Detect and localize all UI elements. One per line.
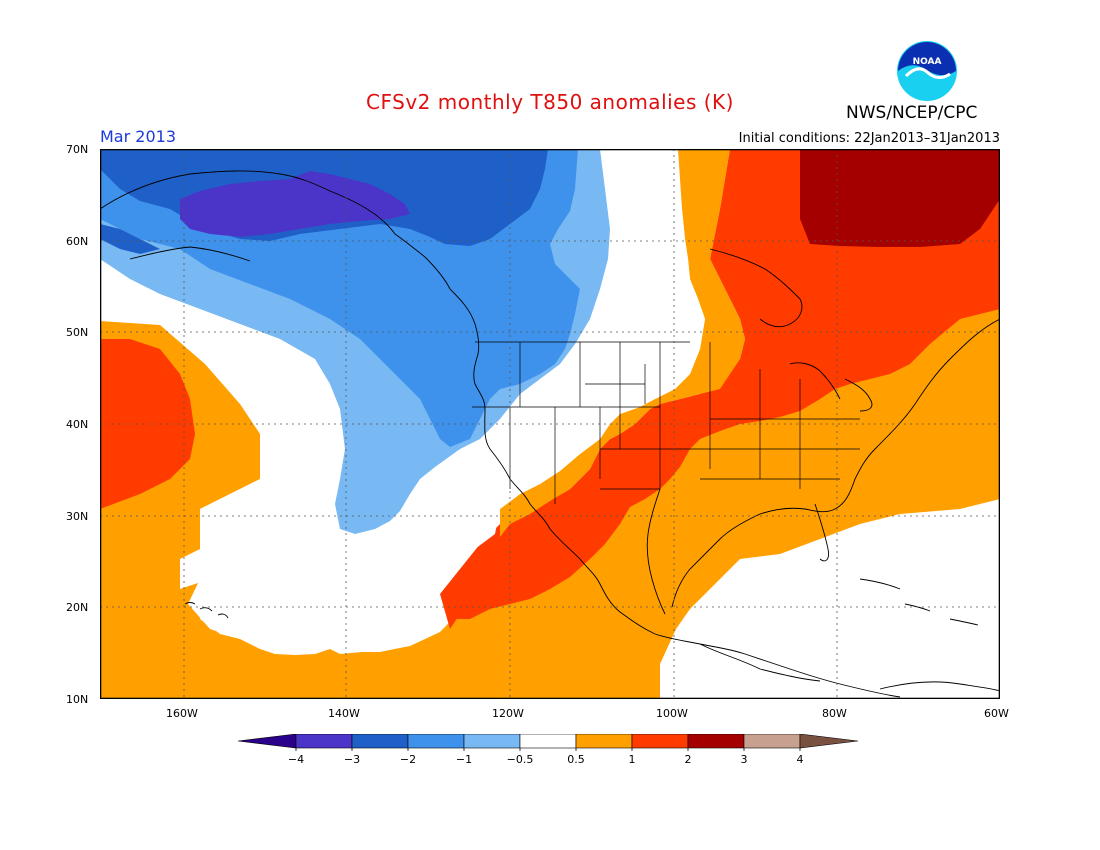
lat-label-20n: 20N (66, 601, 89, 614)
map-frame (100, 149, 1000, 699)
lat-label-40n: 40N (66, 418, 89, 431)
lat-label-70n: 70N (66, 143, 89, 156)
colorbar-label: 1 (629, 753, 636, 766)
colorbar-label: −2 (400, 753, 416, 766)
colorbar-arrow-right (799, 734, 859, 749)
lon-label-80w: 80W (822, 707, 847, 720)
anomaly-map (100, 149, 1000, 699)
colorbar-cell (351, 734, 409, 749)
colorbar-label: −4 (288, 753, 304, 766)
colorbar-cell (687, 734, 745, 749)
colorbar-cell (407, 734, 465, 749)
colorbar-cell (631, 734, 689, 749)
svg-text:NOAA: NOAA (913, 57, 942, 67)
lat-label-50n: 50N (66, 326, 89, 339)
colorbar-cell (575, 734, 633, 749)
grid-layer (100, 149, 1000, 699)
lon-label-60w: 60W (984, 707, 1009, 720)
lat-label-10n: 10N (66, 693, 89, 706)
agency-label: NWS/NCEP/CPC (846, 103, 978, 123)
colorbar-label: 4 (797, 753, 804, 766)
lon-label-160w: 160W (166, 707, 198, 720)
lat-label-60n: 60N (66, 235, 89, 248)
colorbar-label: 3 (741, 753, 748, 766)
colorbar-label: −3 (344, 753, 360, 766)
chart-title: CFSv2 monthly T850 anomalies (K) (366, 90, 734, 114)
colorbar-cell (295, 734, 353, 749)
lat-label-30n: 30N (66, 510, 89, 523)
lon-label-140w: 140W (328, 707, 360, 720)
lon-label-120w: 120W (492, 707, 524, 720)
colorbar-arrow-left (238, 734, 297, 749)
colorbar-label: 0.5 (567, 753, 585, 766)
lon-label-100w: 100W (656, 707, 688, 720)
initial-conditions: Initial conditions: 22Jan2013–31Jan2013 (738, 131, 1000, 146)
color-scale-bar: −4 −3 −2 −1 −0.5 0.5 1 2 3 4 (238, 734, 859, 766)
colorbar-cell (743, 734, 801, 749)
noaa-logo-icon: NOAA (897, 41, 957, 101)
boundary-layer (472, 341, 860, 504)
colorbar-cell (519, 734, 577, 749)
colorbar-cell (463, 734, 521, 749)
forecast-month: Mar 2013 (100, 127, 176, 146)
colorbar-label: 2 (685, 753, 692, 766)
coastline-layer (100, 170, 1000, 698)
colorbar-label: −1 (456, 753, 472, 766)
colorbar-label: −0.5 (507, 753, 534, 766)
